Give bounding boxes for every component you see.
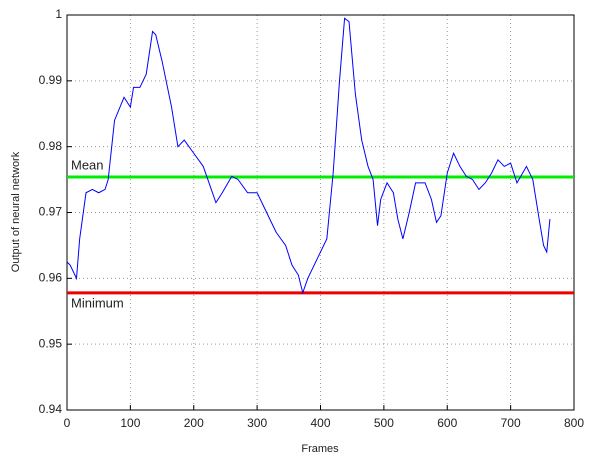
y-axis-label: Output of neural network: [10, 151, 22, 272]
x-tick-label: 600: [437, 416, 457, 430]
y-tick-label: 0.97: [39, 205, 63, 219]
x-tick-label: 0: [64, 416, 71, 430]
plot-frame: [66, 14, 575, 411]
x-tick-label: 200: [184, 416, 204, 430]
reference-label: Minimum: [71, 295, 124, 310]
x-tick-label: 100: [120, 416, 140, 430]
x-axis-label: Frames: [301, 443, 339, 455]
x-tick-label: 500: [374, 416, 394, 430]
y-tick-label: 0.98: [39, 139, 63, 153]
y-tick-label: 0.99: [39, 73, 63, 87]
x-tick-label: 400: [310, 416, 330, 430]
y-tick-label: 0.96: [39, 271, 63, 285]
x-tick-label: 700: [501, 416, 521, 430]
data-line: [66, 17, 551, 295]
y-tick-label: 0.94: [39, 402, 63, 416]
x-tick-label: 300: [247, 416, 267, 430]
x-tick-label: 800: [564, 416, 584, 430]
y-tick-label: 0.95: [39, 336, 63, 350]
reference-label: Mean: [71, 157, 104, 172]
y-tick-label: 1: [55, 7, 62, 21]
